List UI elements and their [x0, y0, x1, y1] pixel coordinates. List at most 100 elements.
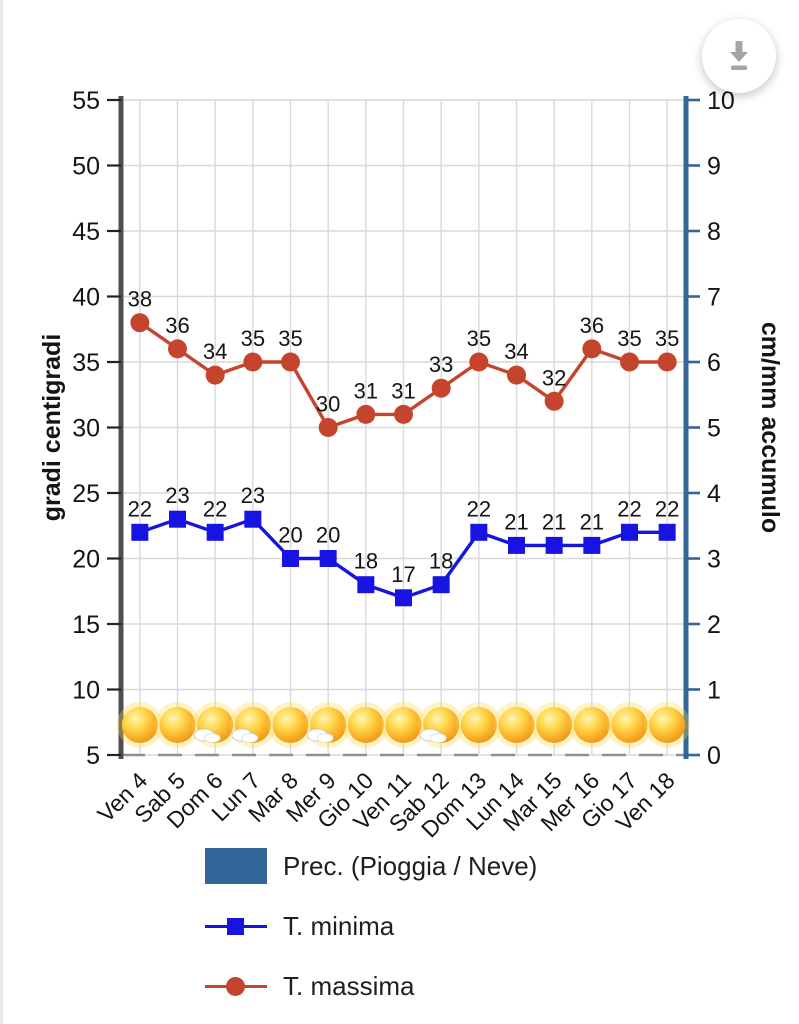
data-label-t-minima: 18 [429, 549, 453, 574]
right-axis-tick-label: 5 [707, 415, 721, 443]
legend-item-t-minima[interactable]: T. minima [205, 906, 537, 946]
data-point-t-minima [131, 523, 149, 541]
right-axis-tick-label: 8 [707, 218, 721, 246]
sun-icon [116, 702, 163, 748]
data-point-t-minima [169, 510, 186, 528]
sun-small-cloud-icon [229, 702, 276, 748]
right-axis-tick-label: 7 [707, 284, 721, 312]
right-axis-tick-label: 9 [707, 153, 721, 181]
data-point-t-massima [620, 352, 639, 372]
data-label-t-massima: 30 [316, 392, 340, 417]
data-point-t-minima [357, 576, 375, 594]
data-point-t-minima [583, 536, 601, 554]
sun-icon [568, 702, 615, 748]
data-point-t-massima [544, 391, 564, 411]
series-t-minima: 22 23 22 23 20 20 18 17 18 22 21 21 21 22 22 [128, 483, 679, 607]
data-point-t-minima [432, 576, 450, 594]
data-label-t-minima: 22 [128, 496, 152, 521]
data-label-t-massima: 32 [542, 365, 566, 390]
right-axis-tick-label: 3 [707, 546, 721, 574]
data-label-t-minima: 18 [354, 549, 378, 574]
legend-item-t-massima[interactable]: T. massima [205, 966, 537, 1006]
left-axis-tick-label: 10 [72, 677, 100, 705]
left-edge-divider [0, 0, 3, 1024]
data-label-t-massima: 36 [165, 313, 189, 338]
data-label-t-minima: 22 [467, 496, 491, 521]
left-axis-tick-label: 15 [72, 611, 100, 639]
legend-label-t-minima: T. minima [283, 910, 395, 941]
data-label-t-minima: 23 [165, 483, 189, 508]
data-point-t-minima [319, 550, 337, 567]
data-point-t-massima [168, 339, 187, 359]
right-axis-tick-label: 6 [707, 349, 721, 377]
data-point-t-massima [205, 365, 225, 385]
data-label-t-minima: 22 [617, 496, 641, 521]
right-axis-tick-label: 0 [707, 742, 721, 770]
data-point-t-massima [281, 352, 300, 372]
precipitation-swatch [205, 848, 267, 884]
data-point-t-massima [582, 339, 602, 359]
sun-icon [342, 702, 389, 748]
data-label-t-massima: 36 [580, 313, 604, 338]
legend-item-precipitation[interactable]: Prec. (Pioggia / Neve) [205, 846, 537, 886]
t-massima-circle-marker [226, 976, 245, 996]
sun-icon [267, 702, 314, 748]
sun-icon [455, 702, 502, 748]
data-point-t-minima [282, 550, 299, 567]
download-button[interactable] [702, 19, 776, 93]
data-label-t-massima: 31 [391, 378, 415, 403]
weather-icons-row [116, 702, 691, 748]
left-axis-tick-label: 50 [72, 153, 100, 181]
data-label-t-minima: 21 [580, 509, 604, 534]
data-label-t-massima: 35 [278, 326, 302, 351]
data-point-t-minima [470, 523, 488, 541]
data-point-t-massima [507, 365, 526, 385]
legend-label-t-massima: T. massima [283, 970, 415, 1001]
right-axis-tick-label: 2 [707, 611, 721, 639]
data-point-t-massima [394, 404, 413, 424]
data-point-t-massima [469, 352, 489, 372]
series-t-massima: 38 36 34 35 35 30 31 31 33 35 34 32 36 35 35 [128, 287, 679, 437]
t-massima-swatch [205, 975, 267, 997]
sun-icon [531, 702, 578, 748]
sun-small-cloud-icon [418, 702, 465, 748]
data-label-t-minima: 20 [316, 523, 340, 548]
data-label-t-minima: 20 [278, 523, 302, 548]
t-minima-square-marker [227, 917, 244, 935]
grid-lines [121, 99, 686, 756]
data-point-t-massima [130, 313, 150, 333]
sun-small-cloud-icon [305, 702, 352, 748]
chart-legend: Prec. (Pioggia / Neve) T. minima T. mass… [205, 846, 537, 1006]
data-label-t-massima: 35 [241, 326, 265, 351]
data-label-t-massima: 33 [429, 352, 453, 377]
data-label-t-massima: 35 [617, 326, 641, 351]
data-point-t-massima [318, 418, 338, 437]
data-label-t-minima: 21 [504, 509, 528, 534]
left-axis-tick-label: 45 [72, 218, 100, 246]
data-point-t-minima [658, 523, 676, 541]
right-axis-title: cm/mm accumulo [756, 322, 784, 533]
data-point-t-massima [243, 352, 263, 372]
data-label-t-massima: 34 [203, 339, 227, 364]
data-label-t-massima: 34 [504, 339, 528, 364]
left-axis-tick-label: 20 [72, 546, 100, 574]
sun-icon [380, 702, 427, 748]
data-label-t-minima: 21 [542, 509, 566, 534]
data-point-t-massima [657, 352, 677, 372]
data-point-t-minima [545, 536, 563, 554]
sun-icon [606, 702, 653, 748]
data-point-t-massima [356, 404, 376, 424]
data-label-t-massima: 35 [655, 326, 679, 351]
left-axis-tick-label: 35 [72, 349, 100, 377]
left-axis-title: gradi centigradi [38, 334, 66, 522]
download-icon [730, 41, 748, 70]
sun-icon [644, 702, 691, 748]
left-axis-tick-label: 30 [72, 415, 100, 443]
left-axis-tick-label: 40 [72, 284, 100, 312]
t-minima-swatch [205, 915, 267, 937]
data-point-t-minima [508, 536, 525, 554]
data-point-t-minima [621, 523, 638, 541]
